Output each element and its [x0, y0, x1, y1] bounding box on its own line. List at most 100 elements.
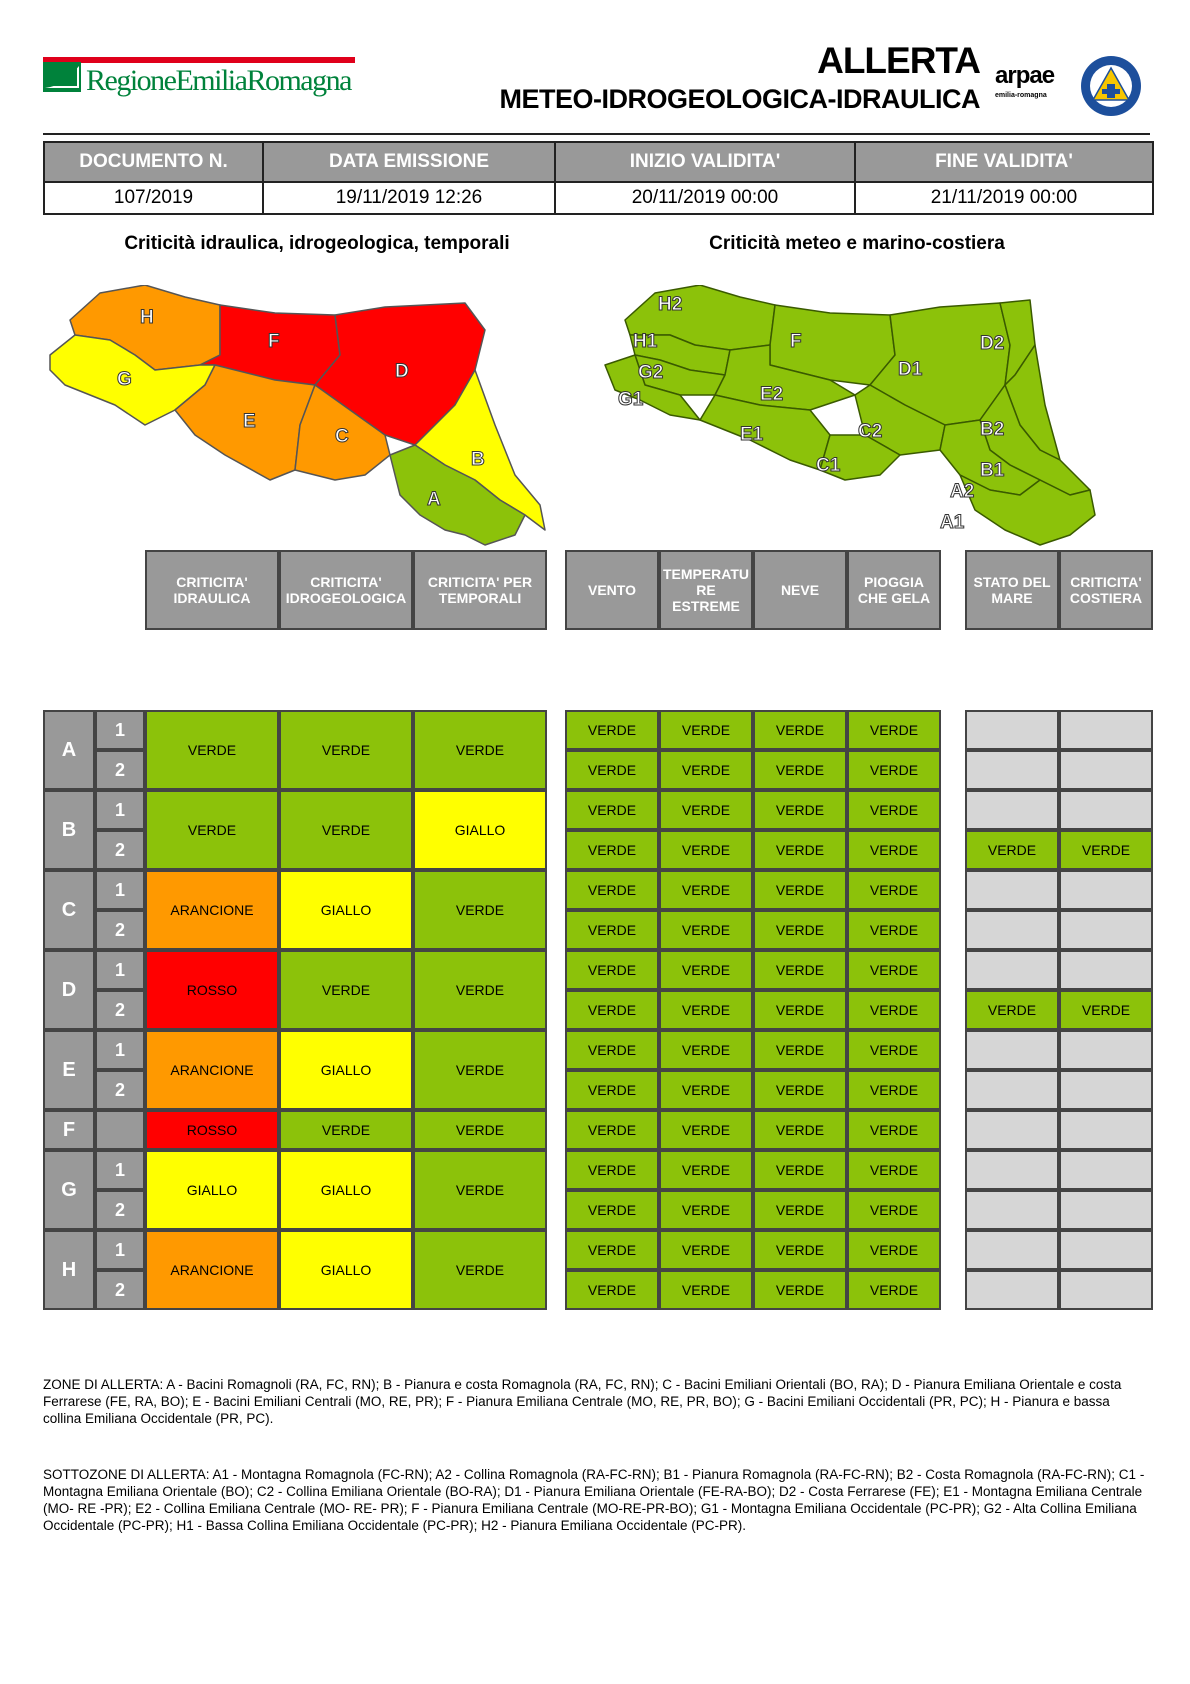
zone-c-label: C — [43, 870, 95, 950]
zone-f-idrogeologica: VERDE — [279, 1110, 413, 1150]
zone-b-meteo-cell: VERDE — [565, 790, 659, 830]
zone-h-meteo-cell: VERDE — [753, 1230, 847, 1270]
doc-number-value: 107/2019 — [43, 181, 264, 215]
subzone-legend: SOTTOZONE DI ALLERTA: A1 - Montagna Roma… — [43, 1467, 1145, 1533]
zone-e-meteo-cell: VERDE — [847, 1070, 941, 1110]
zone-g-mare-cell — [1059, 1150, 1153, 1190]
zone-b-mare-cell: VERDE — [1059, 830, 1153, 870]
map1-label-a: A — [427, 489, 441, 510]
header-idrogeologica: CRITICITA' IDROGEOLOGICA — [279, 550, 413, 630]
zone-g-meteo-cell: VERDE — [565, 1190, 659, 1230]
region-logo-bar — [43, 57, 355, 63]
map2-label-h1: H1 — [633, 331, 658, 352]
zone-a-meteo-cell: VERDE — [753, 750, 847, 790]
zone-c-meteo-cell: VERDE — [847, 870, 941, 910]
subzone-b2-label: 2 — [95, 830, 145, 870]
zone-a-mare-cell — [1059, 750, 1153, 790]
arpae-logo: arpae — [995, 62, 1055, 89]
header-costiera: CRITICITA' COSTIERA — [1059, 550, 1153, 630]
zone-c-meteo-cell: VERDE — [565, 870, 659, 910]
map1-zone-c — [294, 384, 391, 481]
zone-d-mare-cell — [965, 950, 1059, 990]
zone-h-label: H — [43, 1230, 95, 1310]
header-pioggia-gela: PIOGGIA CHE GELA — [847, 550, 941, 630]
region-logo-text: RegioneEmiliaRomagna — [86, 64, 352, 97]
map1-label-f: F — [268, 331, 280, 352]
page-title: ALLERTA — [817, 40, 981, 81]
zone-d-meteo-cell: VERDE — [847, 990, 941, 1030]
map2-label-d2: D2 — [980, 333, 1004, 354]
zone-d-meteo-cell: VERDE — [565, 990, 659, 1030]
zone-f-idraulica: ROSSO — [145, 1110, 279, 1150]
zone-a-meteo-cell: VERDE — [847, 710, 941, 750]
zone-a-meteo-cell: VERDE — [753, 710, 847, 750]
zone-b-mare-cell: VERDE — [965, 830, 1059, 870]
zone-a-meteo-cell: VERDE — [659, 710, 753, 750]
map2-zone-a1 — [959, 474, 1096, 546]
subzone-e2-label: 2 — [95, 1070, 145, 1110]
zone-e-mare-cell — [965, 1030, 1059, 1070]
zone-e-meteo-cell: VERDE — [753, 1070, 847, 1110]
header-idraulica: CRITICITA' IDRAULICA — [145, 550, 279, 630]
map2-label-g1: G1 — [618, 389, 644, 410]
zone-c-mare-cell — [965, 870, 1059, 910]
zone-d-meteo-cell: VERDE — [753, 990, 847, 1030]
zone-c-meteo-cell: VERDE — [753, 870, 847, 910]
zone-b-temporali: GIALLO — [413, 790, 547, 870]
issue-date-value: 19/11/2019 12:26 — [262, 181, 556, 215]
document-info-table: DOCUMENTO N. DATA EMISSIONE INIZIO VALID… — [43, 141, 1154, 215]
zone-b-meteo-cell: VERDE — [847, 790, 941, 830]
zone-d-temporali: VERDE — [413, 950, 547, 1030]
zone-b-label: B — [43, 790, 95, 870]
map2-label-a2: A2 — [950, 481, 974, 502]
zone-f-temporali: VERDE — [413, 1110, 547, 1150]
zone-g-meteo-cell: VERDE — [847, 1190, 941, 1230]
subzone-g1-label: 1 — [95, 1150, 145, 1190]
region-flag-icon — [43, 62, 81, 92]
zone-f-mare-cell — [1059, 1110, 1153, 1150]
zone-d-meteo-cell: VERDE — [753, 950, 847, 990]
map1-zone-a — [389, 444, 526, 546]
map2-label-e1: E1 — [740, 424, 764, 445]
arpae-logo-sub: emilia-romagna — [995, 92, 1047, 99]
zone-legend: ZONE DI ALLERTA: A - Bacini Romagnoli (R… — [43, 1377, 1122, 1426]
zone-e-label: E — [43, 1030, 95, 1110]
zone-g-meteo-cell: VERDE — [659, 1190, 753, 1230]
zone-c-meteo-cell: VERDE — [659, 870, 753, 910]
map1-label-h: H — [140, 307, 154, 328]
subzone-a1-label: 1 — [95, 710, 145, 750]
zone-e-mare-cell — [965, 1070, 1059, 1110]
zone-h-mare-cell — [1059, 1270, 1153, 1310]
zone-g-mare-cell — [965, 1190, 1059, 1230]
zone-d-meteo-cell: VERDE — [659, 990, 753, 1030]
map1-label-b: B — [471, 449, 485, 470]
zone-h-meteo-cell: VERDE — [565, 1230, 659, 1270]
zone-a-mare-cell — [1059, 710, 1153, 750]
map2-label-b2: B2 — [980, 419, 1004, 440]
zone-h-mare-cell — [1059, 1230, 1153, 1270]
map1-label-g: G — [117, 369, 132, 390]
header-divider — [43, 133, 1150, 135]
zone-c-idrogeologica: GIALLO — [279, 870, 413, 950]
zone-c-temporali: VERDE — [413, 870, 547, 950]
zone-h-mare-cell — [965, 1230, 1059, 1270]
zone-d-meteo-cell: VERDE — [659, 950, 753, 990]
zone-g-meteo-cell: VERDE — [753, 1190, 847, 1230]
zone-e-idraulica: ARANCIONE — [145, 1030, 279, 1110]
zone-e-temporali: VERDE — [413, 1030, 547, 1110]
map2-label-b1: B1 — [980, 460, 1005, 481]
zone-e-mare-cell — [1059, 1030, 1153, 1070]
zone-a-temporali: VERDE — [413, 710, 547, 790]
zone-a-idraulica: VERDE — [145, 710, 279, 790]
map2-label-e2: E2 — [760, 384, 783, 405]
subzone-c1-label: 1 — [95, 870, 145, 910]
validity-end-header: FINE VALIDITA' — [854, 141, 1154, 183]
subzone-d2-label: 2 — [95, 990, 145, 1030]
zone-a-label: A — [43, 710, 95, 790]
zone-f-meteo-cell: VERDE — [659, 1110, 753, 1150]
zone-f-label: F — [43, 1110, 95, 1150]
map2-label-a1: A1 — [940, 512, 965, 533]
zone-b-meteo-cell: VERDE — [659, 790, 753, 830]
zone-a-mare-cell — [965, 710, 1059, 750]
issue-date-header: DATA EMISSIONE — [262, 141, 556, 183]
